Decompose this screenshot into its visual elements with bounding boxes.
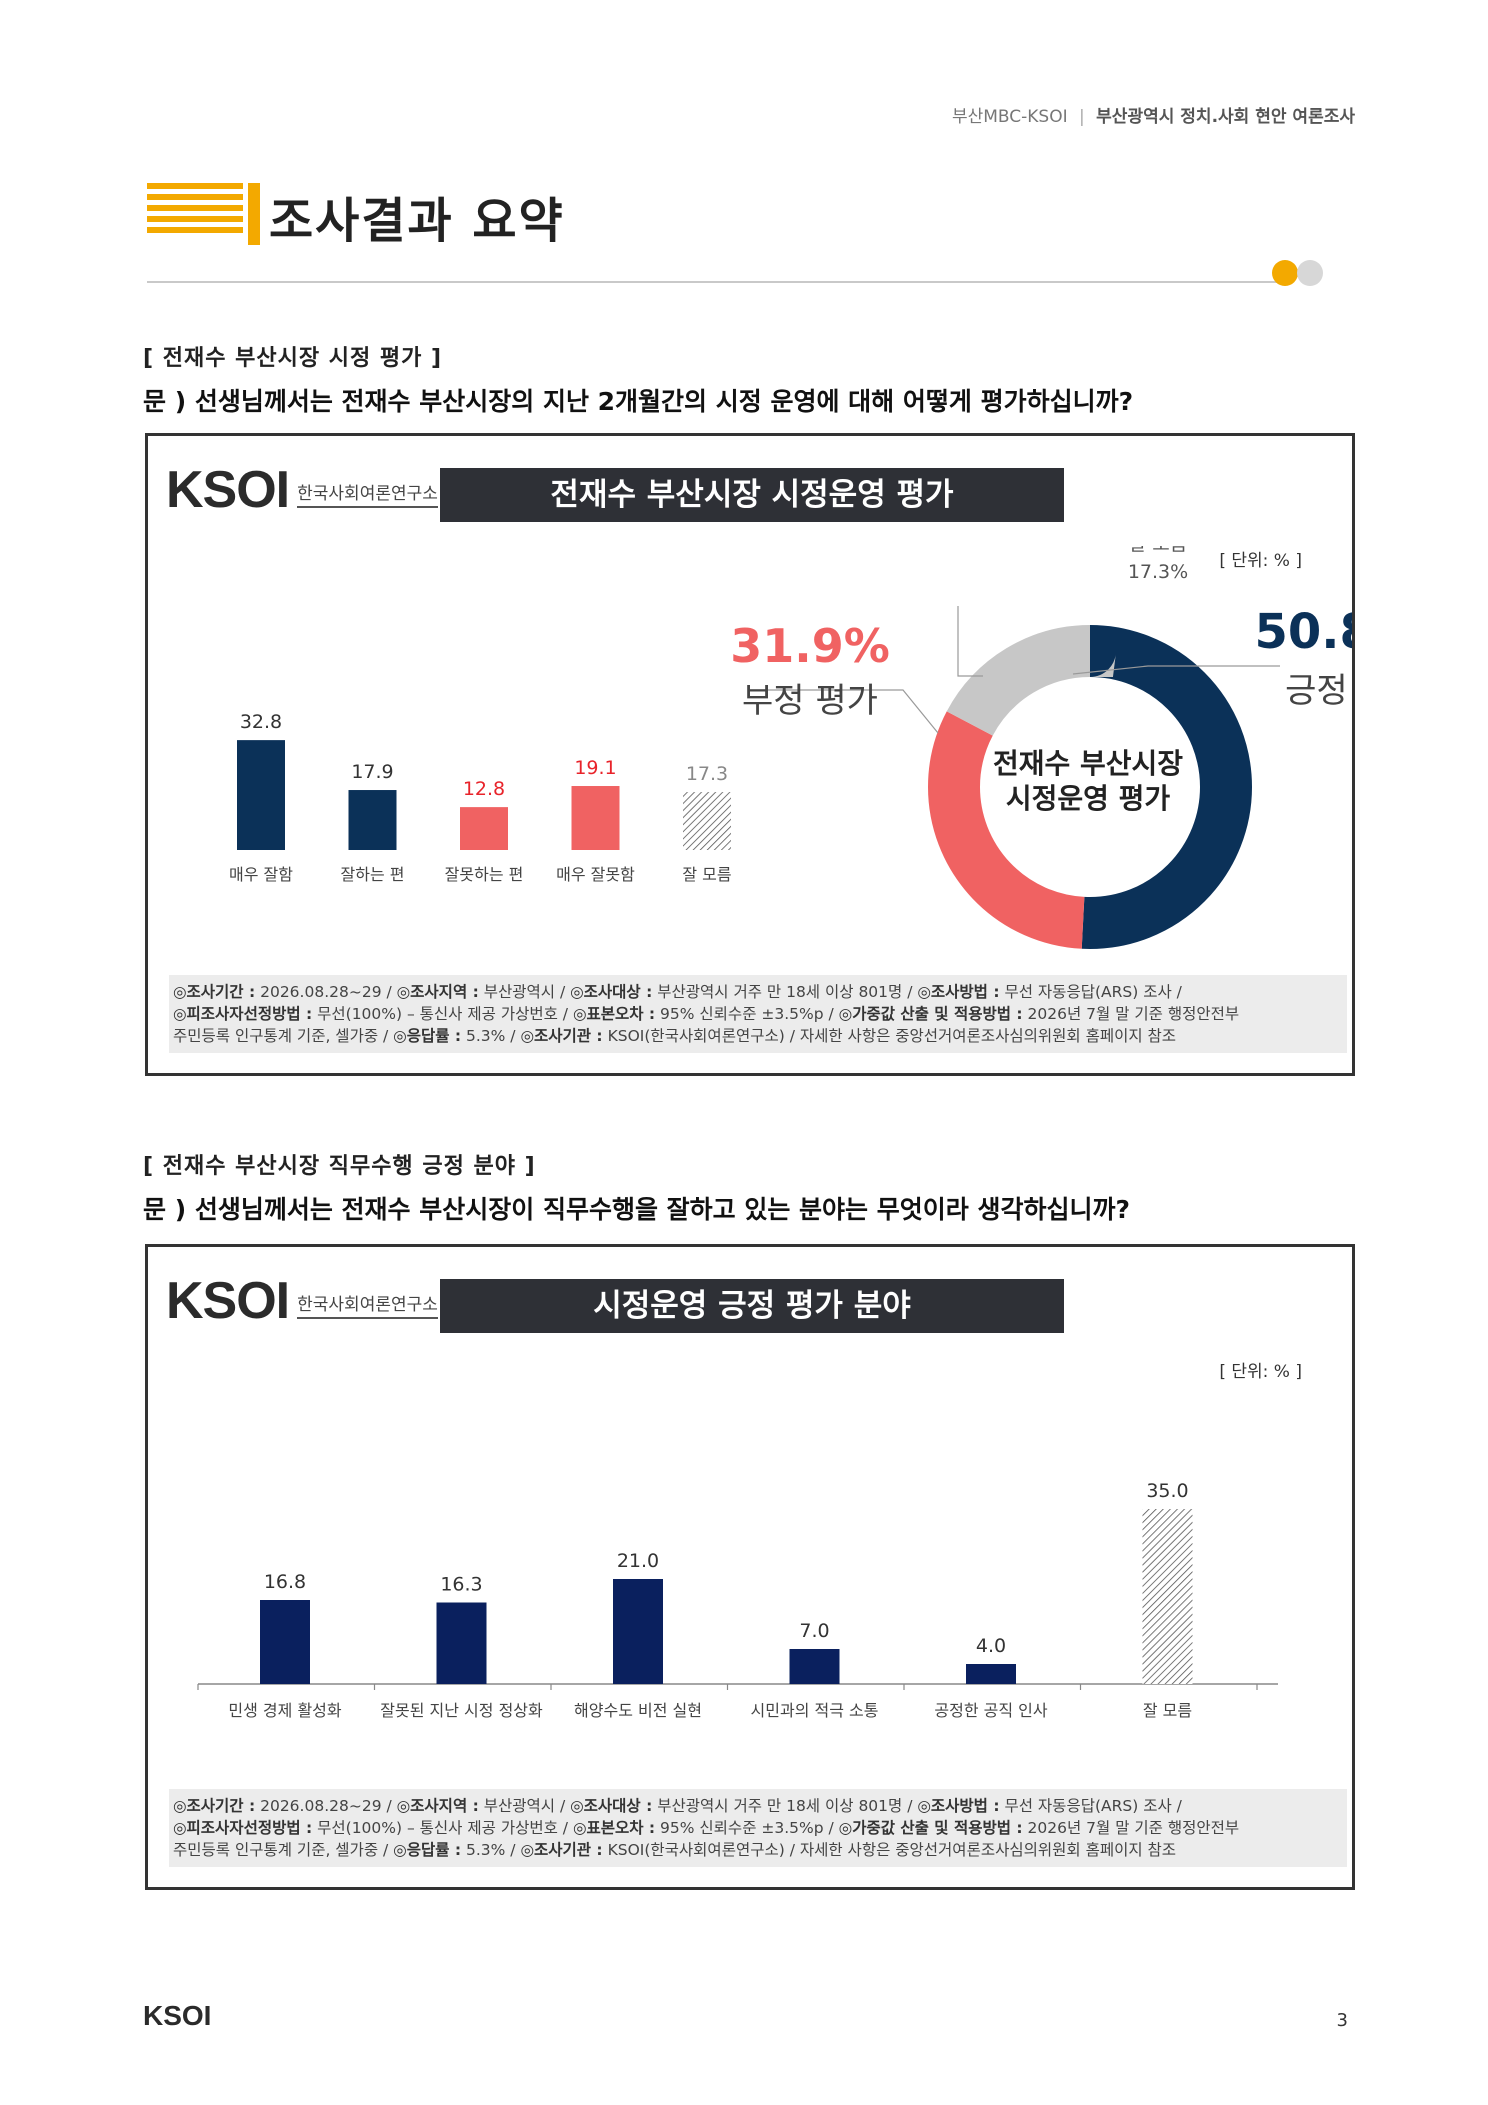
bar-2 [436, 1602, 487, 1684]
section2-question: 문 ) 선생님께서는 전재수 부산시장이 직무수행을 잘하고 있는 분야는 무엇… [143, 1195, 1130, 1224]
chart-1-svg: 32.8 매우 잘함 17.9 잘하는 편 12.8 잘못하는 편 19.1 매우 잘못함 17… [229, 546, 1352, 949]
bar-value-label: 16.3 [440, 1574, 482, 1596]
pos-pct: 50.8% [1254, 604, 1352, 660]
bar-value-label: 12.8 [463, 778, 505, 800]
bar-2 [348, 790, 397, 850]
category-label: 매우 잘못함 [556, 865, 635, 884]
ksoi-logo-text: KSOI [166, 461, 290, 519]
chart-panel-2: KSOI 한국사회여론연구소 시정운영 긍정 평가 분야 [ 단위: % ] 1… [145, 1244, 1355, 1890]
category-label: 매우 잘함 [229, 865, 293, 884]
bar-5 [683, 792, 731, 850]
category-label: 공정한 공직 인사 [934, 1701, 1047, 1720]
pos-label: 긍정 평가 [1285, 671, 1352, 711]
page-title: 조사결과 요약 [269, 193, 565, 249]
bar-3 [613, 1579, 663, 1684]
yellow-dot-icon [1272, 260, 1298, 286]
survey-footnote-2: ◎조사기간 : 2026.08.28~29 / ◎조사지역 : 부산광역시 / … [169, 1789, 1347, 1867]
category-label: 민생 경제 활성화 [228, 1701, 341, 1720]
bar-1 [260, 1600, 310, 1684]
donut-slice-2 [928, 625, 1252, 949]
bar-value-label: 16.8 [264, 1571, 306, 1593]
unit-label: [ 단위: % ] [1219, 551, 1302, 571]
bar-value-label: 4.0 [976, 1635, 1006, 1657]
ksoi-logo-sub: 한국사회여론연구소 [297, 1290, 438, 1319]
donut-center-line2: 시정운영 평가 [1006, 782, 1171, 815]
donut-slice-3 [928, 625, 1252, 949]
footnote-line-2: ◎피조사자선정방법 : 무선(100%) – 통신사 제공 가상번호 / ◎표본… [173, 1819, 1240, 1837]
chart-title-banner-2: 시정운영 긍정 평가 분야 [440, 1279, 1064, 1333]
bar-value-label: 17.9 [351, 761, 393, 783]
bar-1 [237, 740, 285, 850]
pos-leader-line [1072, 665, 1280, 675]
section1-title: [ 전재수 부산시장 시정 평가 ] [143, 346, 443, 371]
survey-footnote-1: ◎조사기간 : 2026.08.28~29 / ◎조사지역 : 부산광역시 / … [169, 975, 1347, 1053]
chart-title-banner: 전재수 부산시장 시정운영 평가 [440, 468, 1064, 522]
title-divider [147, 281, 1287, 283]
category-label: 잘 모름 [682, 865, 731, 884]
bar-5 [966, 1664, 1016, 1684]
category-label: 해양수도 비전 실현 [574, 1701, 702, 1720]
footnote-line-2: ◎피조사자선정방법 : 무선(100%) – 통신사 제공 가상번호 / ◎표본… [173, 1005, 1240, 1023]
title-stripes-icon [147, 183, 243, 243]
dk-label: 잘 모름 [1129, 546, 1187, 555]
bar-value-label: 32.8 [240, 711, 282, 733]
ksoi-logo-text: KSOI [166, 1272, 290, 1330]
document-header: 부산MBC-KSOI | 부산광역시 정치.사회 현안 여론조사 [952, 102, 1355, 127]
dk-leader-line [957, 606, 983, 677]
neg-label: 부정 평가 [742, 681, 878, 721]
footnote-line-3: 주민등록 인구통계 기준, 셀가중 / ◎응답률 : 5.3% / ◎조사기관 … [173, 1027, 1177, 1045]
footer-logo: KSOI [143, 2000, 212, 2031]
title-accent-bar [248, 183, 260, 245]
bar-4 [571, 786, 620, 850]
section1-question: 문 ) 선생님께서는 전재수 부산시장의 지난 2개월간의 시정 운영에 대해 … [143, 387, 1134, 416]
neg-pct: 31.9% [730, 619, 890, 673]
bar-value-label: 21.0 [617, 1550, 659, 1572]
page-title-block: 조사결과 요약 [147, 183, 1347, 249]
section2-title: [ 전재수 부산시장 직무수행 긍정 분야 ] [143, 1154, 536, 1179]
chart-2-svg: 16.8 민생 경제 활성화 16.3 잘못된 지난 시정 정상화 21.0 해양수도 비… [197, 1480, 1278, 1720]
footnote-line-1: ◎조사기간 : 2026.08.28~29 / ◎조사지역 : 부산광역시 / … [173, 1797, 1182, 1815]
ksoi-logo-2: KSOI 한국사회여론연구소 [166, 1272, 438, 1330]
unit-label-2: [ 단위: % ] [1219, 1362, 1302, 1382]
bar-value-label: 7.0 [799, 1620, 829, 1642]
category-label: 잘못된 지난 시정 정상화 [380, 1701, 543, 1720]
header-separator: | [1079, 107, 1085, 127]
category-label: 잘하는 편 [341, 865, 405, 884]
bar-3 [460, 807, 508, 850]
header-right-text: 부산광역시 정치.사회 현안 여론조사 [1096, 107, 1355, 127]
bar-value-label: 35.0 [1146, 1480, 1188, 1502]
donut-center-line1: 전재수 부산시장 [993, 747, 1183, 780]
bar-value-label: 19.1 [574, 757, 616, 779]
ksoi-logo-sub: 한국사회여론연구소 [297, 479, 438, 508]
bar-6 [1142, 1509, 1193, 1684]
category-label: 시민과의 적극 소통 [751, 1701, 879, 1720]
ksoi-logo: KSOI 한국사회여론연구소 [166, 461, 438, 519]
page-number: 3 [1336, 2010, 1348, 2031]
neg-leader-line [748, 689, 939, 734]
footnote-line-1: ◎조사기간 : 2026.08.28~29 / ◎조사지역 : 부산광역시 / … [173, 983, 1182, 1001]
footnote-line-3: 주민등록 인구통계 기준, 셀가중 / ◎응답률 : 5.3% / ◎조사기관 … [173, 1841, 1177, 1859]
chart-panel-1: KSOI 한국사회여론연구소 전재수 부산시장 시정운영 평가 [ 단위: % … [145, 433, 1355, 1076]
dk-pct: 17.3% [1128, 561, 1188, 583]
bar-4 [789, 1649, 840, 1684]
bar-value-label: 17.3 [686, 763, 728, 785]
gray-dot-icon [1297, 260, 1323, 286]
category-label: 잘 모름 [1143, 1701, 1192, 1720]
header-left-text: 부산MBC-KSOI [951, 107, 1068, 127]
category-label: 잘못하는 편 [445, 865, 524, 884]
